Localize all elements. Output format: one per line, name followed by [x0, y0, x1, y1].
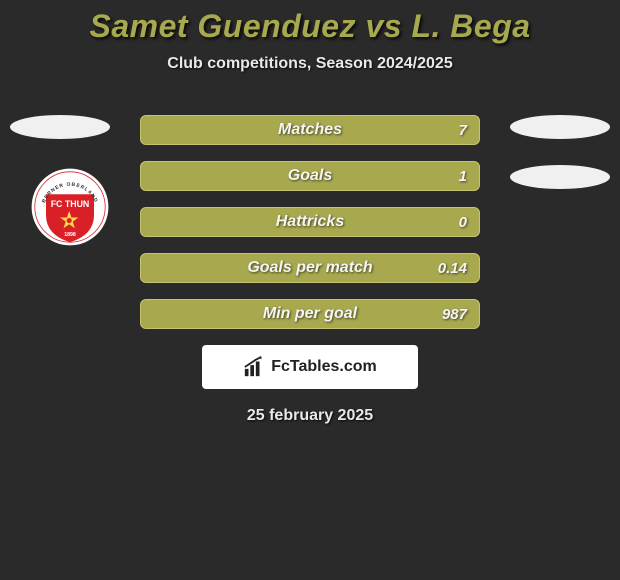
stat-bar-goals: Goals 1: [140, 161, 480, 191]
stat-bar-hattricks: Hattricks 0: [140, 207, 480, 237]
player-oval-right-2: [510, 165, 610, 189]
logo-year: 1898: [64, 232, 76, 238]
brand-text: FcTables.com: [271, 358, 377, 376]
stat-label: Goals: [288, 167, 332, 185]
club-logo: BERNER OBERLAND FC THUN 1898: [30, 167, 110, 247]
stat-value: 987: [442, 306, 467, 323]
stat-label: Hattricks: [276, 213, 344, 231]
page-title: Samet Guenduez vs L. Bega: [0, 8, 620, 45]
stat-value: 0: [459, 214, 467, 231]
chart-icon: [243, 356, 265, 378]
player-oval-right-1: [510, 115, 610, 139]
player-oval-left: [10, 115, 110, 139]
stat-value: 1: [459, 168, 467, 185]
stat-label: Min per goal: [263, 305, 357, 323]
subtitle: Club competitions, Season 2024/2025: [0, 55, 620, 73]
stat-label: Matches: [278, 121, 342, 139]
stat-value: 7: [459, 122, 467, 139]
stat-rows: Matches 7 Goals 1 Hattricks 0 Goals per …: [140, 115, 480, 329]
logo-name: FC THUN: [51, 199, 90, 209]
brand-box: FcTables.com: [202, 345, 418, 389]
stat-label: Goals per match: [247, 259, 372, 277]
date-text: 25 february 2025: [0, 407, 620, 425]
stat-value: 0.14: [438, 260, 467, 277]
fc-thun-badge-icon: BERNER OBERLAND FC THUN 1898: [30, 167, 110, 247]
stat-bar-mpg: Min per goal 987: [140, 299, 480, 329]
infographic-container: Samet Guenduez vs L. Bega Club competiti…: [0, 0, 620, 425]
stats-area: BERNER OBERLAND FC THUN 1898 Matches 7 G…: [0, 115, 620, 425]
stat-bar-gpm: Goals per match 0.14: [140, 253, 480, 283]
stat-bar-matches: Matches 7: [140, 115, 480, 145]
